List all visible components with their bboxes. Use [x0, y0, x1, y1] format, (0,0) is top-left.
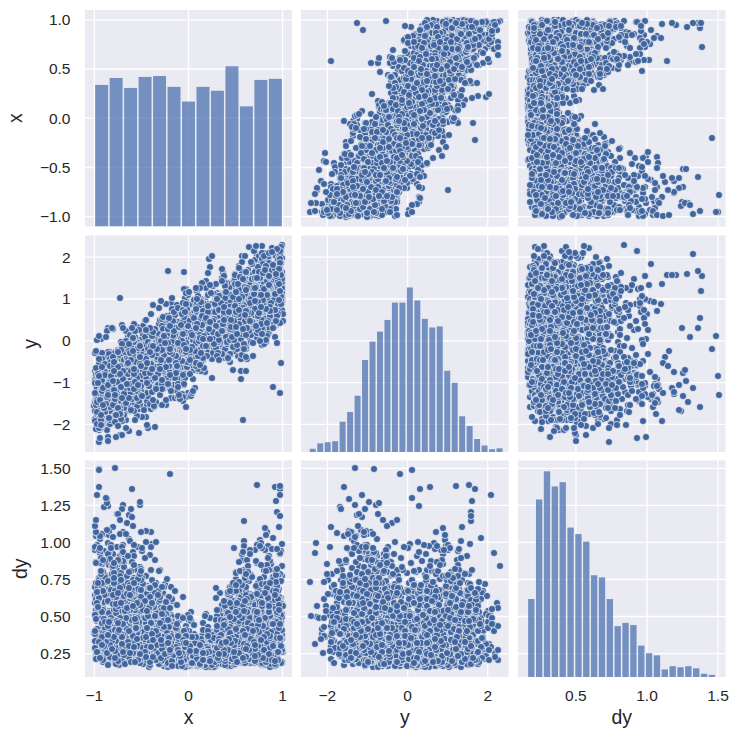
svg-text:0: 0: [184, 687, 193, 704]
svg-text:x: x: [184, 706, 194, 728]
svg-text:0: 0: [403, 687, 412, 704]
svg-text:x: x: [5, 113, 27, 123]
svg-text:2: 2: [483, 687, 492, 704]
svg-text:1.50: 1.50: [40, 460, 71, 477]
svg-text:1.25: 1.25: [40, 497, 70, 514]
svg-text:−2: −2: [53, 416, 71, 433]
svg-text:0.0: 0.0: [49, 110, 71, 127]
svg-text:−2: −2: [319, 687, 337, 704]
svg-text:−1: −1: [86, 687, 104, 704]
svg-text:−1: −1: [53, 374, 71, 391]
svg-text:2: 2: [62, 249, 71, 266]
svg-text:1.0: 1.0: [636, 687, 658, 704]
svg-text:0.25: 0.25: [40, 645, 70, 662]
svg-text:y: y: [400, 706, 410, 728]
svg-text:0.75: 0.75: [40, 571, 70, 588]
svg-text:0.5: 0.5: [49, 60, 71, 77]
svg-text:1.5: 1.5: [707, 687, 729, 704]
svg-text:−1.0: −1.0: [40, 208, 71, 225]
svg-text:−0.5: −0.5: [40, 159, 71, 176]
svg-text:0.50: 0.50: [40, 608, 71, 625]
svg-text:dy: dy: [611, 706, 632, 728]
svg-text:1.00: 1.00: [40, 534, 71, 551]
svg-text:0: 0: [62, 332, 71, 349]
svg-text:dy: dy: [9, 558, 31, 579]
svg-text:1.0: 1.0: [49, 11, 71, 28]
svg-text:1: 1: [278, 687, 287, 704]
svg-text:y: y: [19, 339, 41, 349]
svg-text:1: 1: [62, 290, 71, 307]
svg-text:0.5: 0.5: [565, 687, 587, 704]
